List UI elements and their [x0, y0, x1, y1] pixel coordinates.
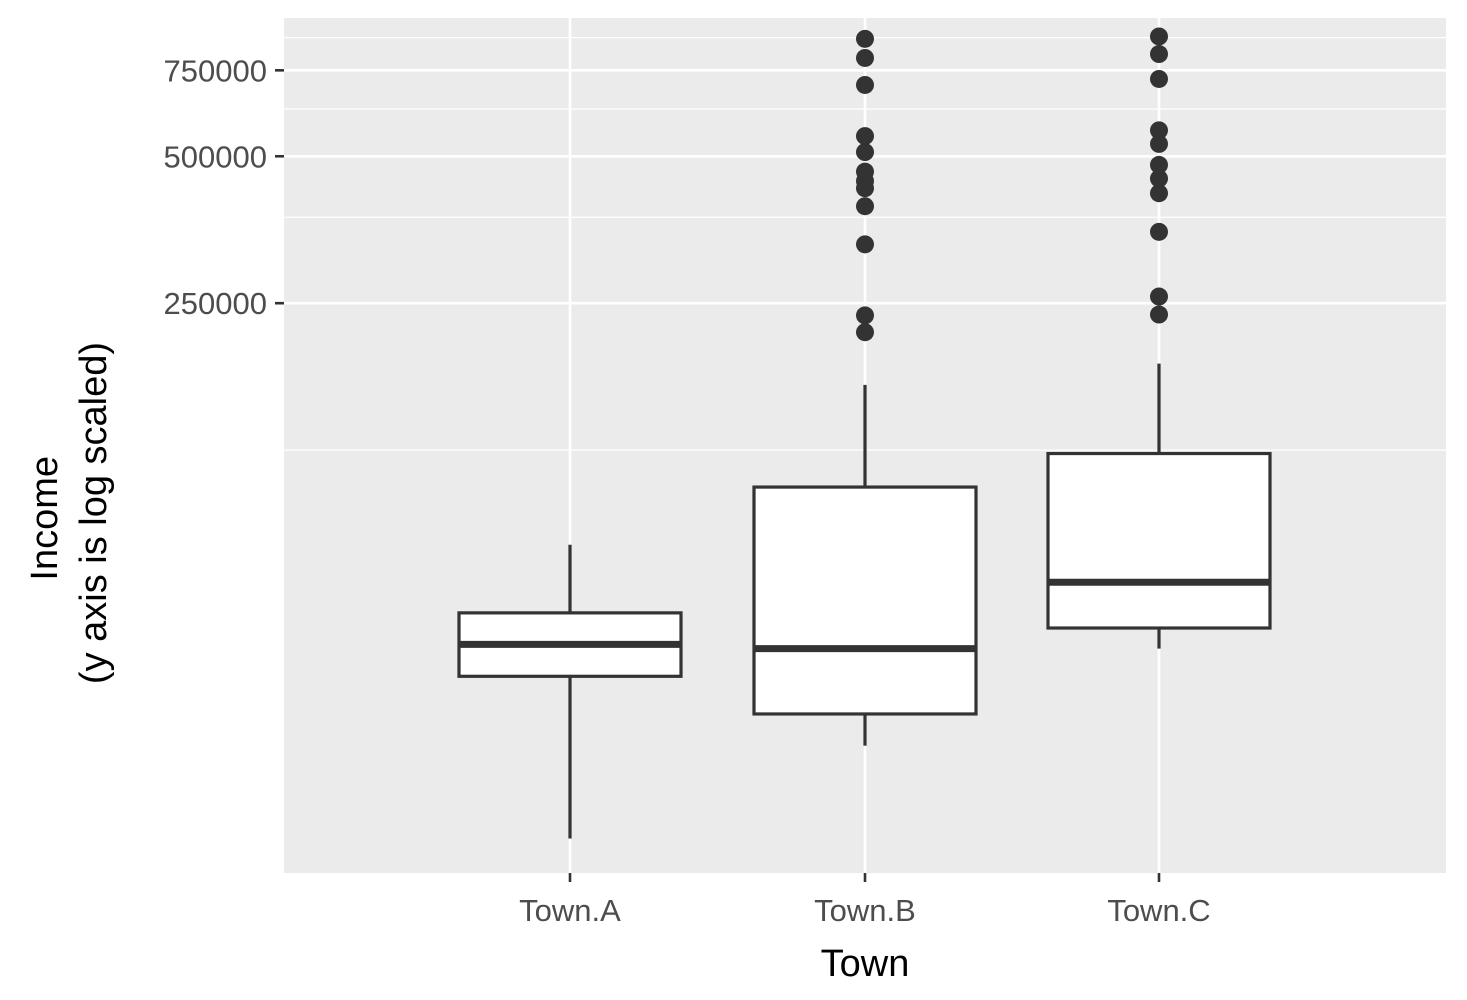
box-group [1046, 27, 1272, 649]
outlier-point [856, 75, 874, 94]
outlier-point [1150, 121, 1168, 140]
x-axis-title: Town [821, 943, 910, 985]
y-tick-label: 500000 [164, 139, 267, 174]
outlier-point [1150, 69, 1168, 88]
outlier-point [1150, 155, 1168, 174]
outlier-point [856, 323, 874, 342]
x-tick-label: Town.C [1107, 893, 1210, 928]
outlier-point [1150, 27, 1168, 46]
outlier-point [1150, 169, 1168, 188]
y-axis: 250000 500000 750000 [164, 53, 284, 321]
y-axis-title-line-1: Income [24, 456, 66, 581]
outlier-point [1150, 287, 1168, 306]
box-group [457, 544, 683, 839]
x-axis: Town.A Town.B Town.C [519, 873, 1211, 928]
outlier-point [856, 197, 874, 216]
x-tick-label: Town.A [519, 893, 621, 928]
box [752, 485, 978, 716]
box-series [457, 27, 1272, 839]
y-axis-title: Income (y axis is log scaled) [24, 342, 115, 684]
outlier-point [856, 306, 874, 325]
box-group [752, 29, 978, 746]
outlier-point [856, 48, 874, 67]
y-tick-label: 250000 [164, 286, 267, 321]
outlier-point [1150, 45, 1168, 64]
outlier-point [856, 143, 874, 162]
outlier-point [856, 29, 874, 48]
outlier-point [856, 235, 874, 254]
box [1046, 451, 1272, 630]
x-tick-label: Town.B [814, 893, 916, 928]
outlier-point [856, 127, 874, 146]
y-axis-title-line-2: (y axis is log scaled) [73, 342, 115, 684]
outlier-point [1150, 134, 1168, 153]
outlier-point [1150, 222, 1168, 241]
outlier-point [1150, 184, 1168, 203]
outlier-point [1150, 305, 1168, 324]
y-tick-label: 750000 [164, 53, 267, 88]
outlier-point [856, 162, 874, 181]
